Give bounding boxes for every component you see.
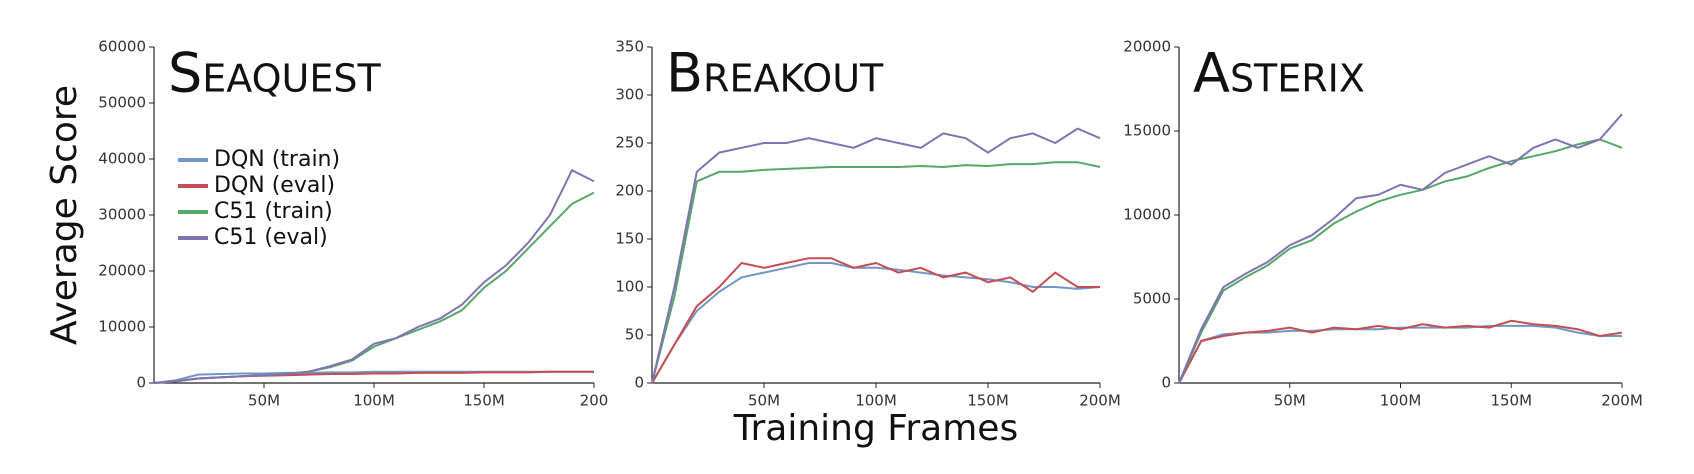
series-line [651,161,1101,384]
y-tick-label: 350 [615,38,644,56]
y-tick-label: 300 [615,86,644,104]
legend-label: C51 (train) [214,199,333,224]
y-tick-label: 250 [615,134,644,152]
y-tick-label: 0 [1161,374,1171,392]
y-tick-label: 10000 [1123,206,1171,224]
y-tick-label: 5000 [1133,290,1171,308]
y-tick-label: 100 [615,278,644,296]
y-tick-label: 20000 [1123,38,1171,56]
legend-label: C51 (eval) [214,225,328,250]
series-line [651,262,1101,384]
x-tick-label: 200M [1601,392,1643,410]
x-tick-label: 150M [1490,392,1532,410]
series-line [1178,324,1622,384]
chart-title: Breakout [666,42,884,105]
x-tick-label: 200M [1079,392,1121,410]
y-tick-label: 50000 [98,94,146,112]
y-tick-label: 15000 [1123,122,1171,140]
legend-label: DQN (train) [214,147,340,172]
x-tick-label: 100M [1380,392,1422,410]
chart-title: Seaquest [168,42,381,105]
series-line [1178,319,1623,384]
series-line [1178,138,1623,384]
legend-label: DQN (eval) [214,173,335,198]
y-tick-label: 40000 [98,150,146,168]
series-line [651,257,1100,384]
y-tick-label: 0 [136,374,146,392]
x-tick-label: 50M [248,392,280,410]
x-tick-label: 100M [855,392,897,410]
series-line [651,127,1101,384]
series-line [1178,113,1623,384]
y-tick-label: 0 [634,374,644,392]
x-tick-label: 200 [580,392,609,410]
y-tick-label: 20000 [98,262,146,280]
y-tick-label: 200 [615,182,644,200]
series-line [153,168,595,384]
x-tick-label: 50M [1274,392,1306,410]
y-tick-label: 30000 [98,206,146,224]
y-tick-label: 60000 [98,38,146,56]
y-tick-label: 150 [615,230,644,248]
x-tick-label: 150M [967,392,1009,410]
y-axis-label: Average Score [44,85,85,345]
y-tick-label: 10000 [98,318,146,336]
y-tick-label: 50 [625,326,644,344]
chart-title: Asterix [1193,42,1365,105]
x-tick-label: 100M [353,392,395,410]
x-axis-label: Training Frames [733,408,1018,449]
x-tick-label: 150M [463,392,505,410]
x-tick-label: 50M [748,392,780,410]
